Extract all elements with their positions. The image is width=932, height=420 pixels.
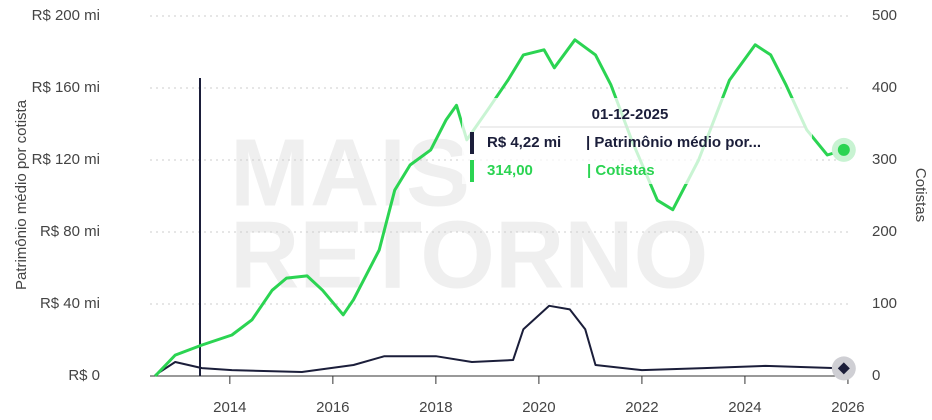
- tooltip-box: [462, 98, 812, 184]
- y-tick-label: R$ 200 mi: [32, 7, 100, 24]
- tooltip-swatch: [470, 160, 474, 182]
- y2-axis-title: Cotistas: [912, 168, 929, 222]
- series-line: [154, 304, 844, 376]
- tooltip-value: R$ 4,22 mi: [487, 134, 561, 151]
- tooltip-swatch: [470, 132, 474, 154]
- x-tick-label: 2014: [213, 399, 246, 416]
- y-tick-label: R$ 0: [68, 367, 100, 384]
- point-marker: [837, 143, 850, 156]
- y-tick-label: R$ 40 mi: [40, 295, 100, 312]
- y-tick-label: R$ 120 mi: [32, 151, 100, 168]
- y2-tick-label: 100: [872, 295, 897, 312]
- y2-tick-label: 300: [872, 151, 897, 168]
- y2-tick-label: 0: [872, 367, 880, 384]
- watermark: MAIS: [230, 119, 470, 226]
- y2-tick-label: 400: [872, 79, 897, 96]
- point-marker: [837, 362, 850, 375]
- watermark: RETORNO: [230, 201, 708, 308]
- x-tick-label: 2022: [625, 399, 658, 416]
- y-axis-title: Patrimônio médio por cotista: [13, 99, 30, 290]
- x-tick-label: 2020: [522, 399, 555, 416]
- y-tick-label: R$ 160 mi: [32, 79, 100, 96]
- tooltip-value: 314,00: [487, 162, 533, 179]
- x-tick-label: 2024: [728, 399, 761, 416]
- tooltip-label: | Patrimônio médio por...: [586, 134, 761, 151]
- x-tick-label: 2018: [419, 399, 452, 416]
- tooltip-label: | Cotistas: [587, 162, 655, 179]
- tooltip: 01-12-2025 R$ 4,22 mi | Patrimônio médio p…: [462, 98, 812, 184]
- x-tick-label: 2016: [316, 399, 349, 416]
- x-tick-label: 2026: [831, 399, 864, 416]
- y2-tick-label: 500: [872, 7, 897, 24]
- y2-tick-label: 200: [872, 223, 897, 240]
- tooltip-date: 01-12-2025: [592, 106, 669, 123]
- y-tick-label: R$ 80 mi: [40, 223, 100, 240]
